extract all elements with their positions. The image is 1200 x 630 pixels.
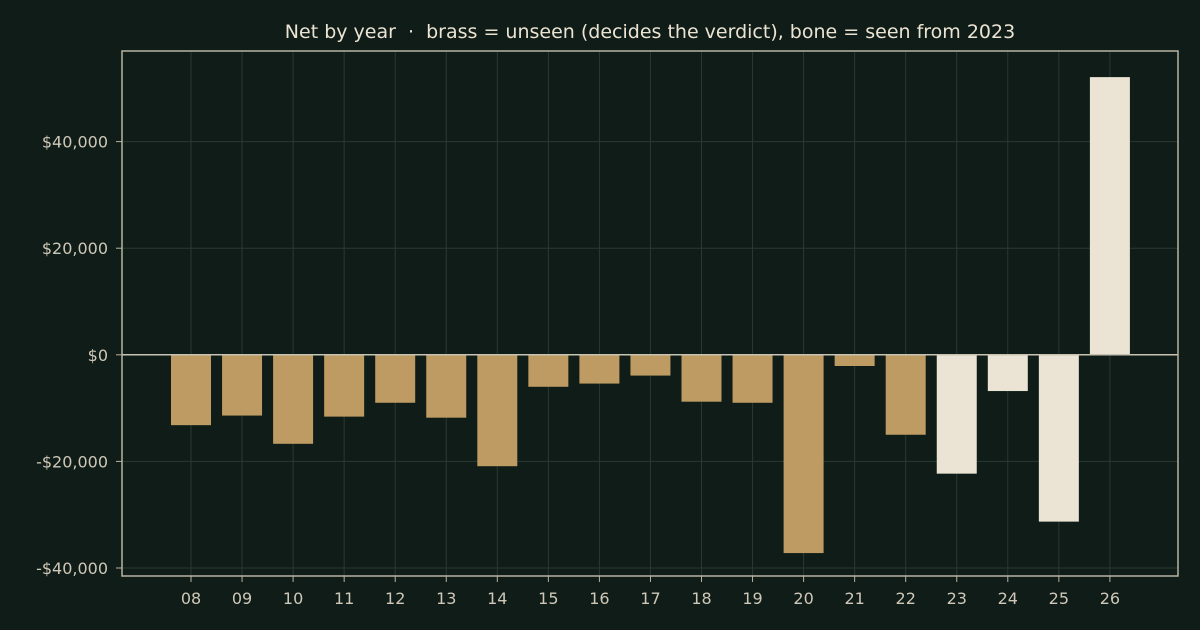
x-tick-label: 19 xyxy=(742,589,762,608)
x-axis: 08 09 10 11 12 13 14 15 16 17 18 19 20 21 22 23 24 25 26 xyxy=(181,576,1120,608)
x-tick-label: 09 xyxy=(232,589,252,608)
grid xyxy=(122,51,1178,576)
bar-22 xyxy=(885,354,926,435)
bar-11 xyxy=(324,354,365,417)
bar-25 xyxy=(1038,354,1079,522)
x-tick-label: 26 xyxy=(1100,589,1120,608)
x-tick-label: 10 xyxy=(283,589,303,608)
bar-26 xyxy=(1089,77,1130,355)
x-tick-label: 20 xyxy=(793,589,813,608)
x-tick-label: 22 xyxy=(896,589,916,608)
bar-20 xyxy=(783,354,824,554)
x-tick-label: 24 xyxy=(998,589,1018,608)
y-tick-label: -$40,000 xyxy=(36,559,108,578)
x-tick-label: 25 xyxy=(1049,589,1069,608)
chart-title: Net by year · brass = unseen (decides th… xyxy=(285,21,1015,43)
bar-19 xyxy=(732,354,773,403)
x-tick-label: 12 xyxy=(385,589,405,608)
bar-12 xyxy=(375,354,416,403)
y-tick-label: -$20,000 xyxy=(36,452,108,471)
y-tick-label: $40,000 xyxy=(42,133,108,152)
bar-13 xyxy=(426,354,467,418)
y-tick-label: $0 xyxy=(88,346,108,365)
x-tick-label: 23 xyxy=(947,589,967,608)
x-tick-label: 18 xyxy=(691,589,711,608)
bars xyxy=(171,77,1130,554)
bar-17 xyxy=(630,354,671,376)
x-tick-label: 16 xyxy=(589,589,609,608)
bar-10 xyxy=(273,354,314,444)
x-tick-label: 08 xyxy=(181,589,201,608)
bar-08 xyxy=(171,354,211,426)
x-tick-label: 21 xyxy=(844,589,864,608)
y-tick-label: $20,000 xyxy=(42,239,108,258)
x-tick-label: 11 xyxy=(334,589,354,608)
bar-09 xyxy=(222,354,263,416)
bar-21 xyxy=(834,354,875,366)
x-tick-label: 15 xyxy=(538,589,558,608)
bar-16 xyxy=(579,354,620,384)
bar-18 xyxy=(681,354,722,402)
x-tick-label: 13 xyxy=(436,589,456,608)
bar-23 xyxy=(936,354,977,474)
x-tick-label: 17 xyxy=(640,589,660,608)
x-tick-label: 14 xyxy=(487,589,507,608)
bar-14 xyxy=(477,354,518,467)
bar-24 xyxy=(987,354,1028,392)
bar-15 xyxy=(528,354,569,387)
y-axis: -$40,000 -$20,000 $0 $20,000 $40,000 xyxy=(36,133,122,578)
